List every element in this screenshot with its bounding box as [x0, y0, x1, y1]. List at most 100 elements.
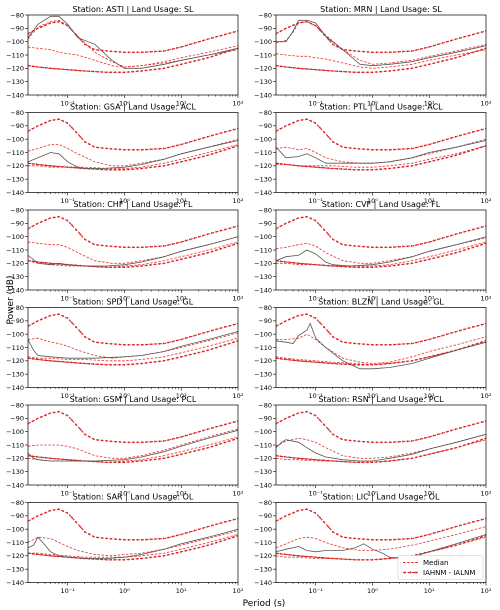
panel: Station: GSA | Land Usage: ACL −140 −130 −1… [6, 103, 244, 206]
noise-model-marker [406, 245, 409, 248]
noise-model-marker [167, 164, 169, 166]
noise-model-marker [384, 265, 387, 268]
noise-model-marker [132, 148, 134, 151]
noise-model-marker [105, 147, 108, 150]
noise-model-marker [127, 558, 130, 561]
noise-model-marker [88, 338, 91, 341]
noise-model-marker [388, 538, 391, 541]
noise-model-marker [332, 531, 334, 533]
noise-model-marker [224, 326, 226, 328]
noise-model-marker [406, 263, 409, 265]
series-group [276, 508, 486, 561]
noise-model-marker [318, 361, 321, 364]
y-tick-label: −120 [254, 260, 272, 268]
noise-model-marker [441, 529, 444, 532]
noise-model-marker [314, 122, 317, 124]
noise-model-marker [310, 120, 312, 122]
y-tick-label: −110 [254, 246, 272, 254]
noise-model-marker [53, 314, 56, 316]
noise-model-marker [66, 458, 69, 461]
noise-model-marker [472, 423, 474, 426]
noise-model-marker [380, 343, 382, 346]
noise-model-marker [232, 536, 235, 539]
noise-model-marker [175, 437, 178, 439]
noise-model-marker [132, 441, 134, 444]
noise-model-marker [228, 520, 231, 522]
noise-model-marker [114, 363, 117, 366]
noise-model-marker [175, 47, 178, 49]
noise-model-marker [49, 67, 51, 70]
noise-model-marker [210, 37, 213, 39]
x-tick-label: 10¹ [176, 295, 187, 303]
noise-model-marker [327, 526, 330, 528]
noise-model-marker [84, 238, 86, 241]
noise-model-marker [445, 59, 448, 61]
noise-model-marker [53, 457, 56, 460]
y-tick-label: −90 [258, 220, 272, 228]
noise-model-marker [297, 67, 299, 70]
noise-model-marker [110, 147, 112, 150]
noise-model-marker [467, 327, 470, 330]
noise-model-marker [175, 144, 178, 147]
noise-model-marker [288, 221, 290, 223]
series-group [276, 410, 486, 464]
noise-model-marker [362, 71, 365, 74]
noise-model-marker [349, 168, 352, 171]
noise-model-marker [441, 157, 444, 160]
x-tick-label: 10¹ [424, 295, 435, 303]
plot-frame [275, 209, 487, 291]
noise-model-marker [189, 158, 191, 161]
noise-model-marker [114, 440, 117, 443]
station-psd-line [276, 433, 486, 462]
median-line [28, 530, 238, 557]
noise-model-marker [323, 69, 325, 72]
noise-model-marker [318, 459, 321, 461]
noise-model-marker [162, 537, 165, 540]
noise-model-marker [340, 145, 343, 148]
noise-model-marker [167, 66, 169, 69]
noise-model-marker [219, 424, 222, 427]
x-tick-label: 10¹ [176, 490, 187, 498]
noise-model-marker [406, 50, 409, 53]
noise-model-marker [145, 441, 148, 443]
noise-model-marker [224, 131, 226, 133]
noise-model-marker [154, 50, 156, 53]
noise-model-marker [454, 233, 457, 236]
noise-model-marker [358, 245, 360, 248]
figure-xlabel: Period (s) [243, 599, 286, 609]
noise-model-marker [53, 509, 56, 511]
median-line [276, 536, 486, 561]
noise-model-marker [35, 515, 38, 518]
noise-model-marker [454, 38, 457, 41]
noise-model-marker [393, 538, 395, 541]
noise-model-marker [419, 260, 422, 263]
noise-model-marker [145, 246, 148, 249]
noise-model-marker [458, 37, 461, 39]
panel-title: Station: PTL | Land Usage: ACL [319, 103, 443, 112]
y-tick-label: −130 [6, 175, 24, 183]
noise-model-marker [158, 165, 161, 168]
x-tick-label: 10¹ [424, 197, 435, 205]
noise-model-marker [62, 510, 64, 512]
station-psd-line [28, 236, 238, 267]
y-tick-label: −100 [254, 233, 272, 241]
y-tick-label: −120 [254, 552, 272, 560]
noise-model-marker [224, 521, 226, 523]
noise-model-marker [180, 533, 183, 536]
noise-model-marker [371, 148, 374, 151]
noise-model-marker [215, 249, 218, 252]
noise-model-marker [415, 439, 417, 441]
noise-model-marker [393, 69, 395, 72]
noise-model-marker [193, 60, 196, 62]
y-tick-label: −100 [254, 38, 272, 46]
noise-model-marker [388, 460, 391, 462]
noise-model-marker [123, 343, 126, 346]
noise-model-marker [101, 363, 104, 366]
noise-model-marker [66, 219, 69, 222]
noise-model-marker [175, 534, 178, 537]
plot-frame [27, 14, 239, 96]
y-tick-label: −110 [6, 246, 24, 254]
noise-model-marker [318, 264, 321, 266]
noise-model-marker [44, 316, 47, 319]
